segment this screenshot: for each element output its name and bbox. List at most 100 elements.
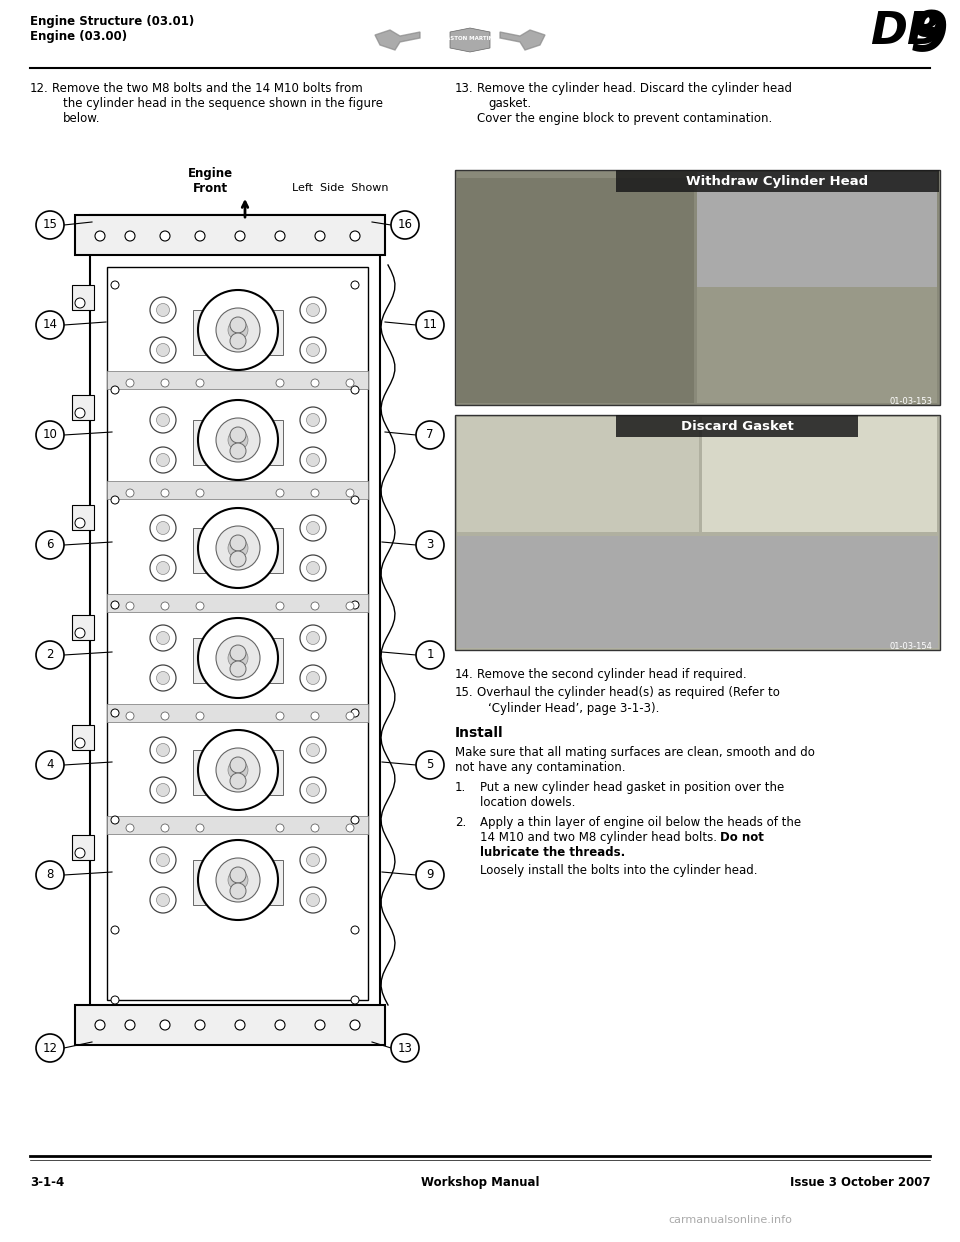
- Circle shape: [156, 631, 170, 645]
- Circle shape: [111, 281, 119, 289]
- Circle shape: [156, 853, 170, 867]
- Text: Overhaul the cylinder head(s) as required (Refer to: Overhaul the cylinder head(s) as require…: [477, 686, 780, 699]
- Text: 3: 3: [426, 539, 434, 551]
- Circle shape: [230, 883, 246, 899]
- Circle shape: [126, 823, 134, 832]
- Circle shape: [300, 625, 326, 651]
- Circle shape: [230, 535, 246, 551]
- Bar: [75, 1005, 385, 1045]
- Bar: [72, 835, 94, 859]
- Text: 5: 5: [426, 759, 434, 771]
- Circle shape: [228, 430, 248, 450]
- Circle shape: [198, 840, 278, 920]
- Circle shape: [306, 522, 320, 534]
- Text: 1: 1: [426, 648, 434, 662]
- Text: 15: 15: [42, 219, 58, 231]
- Circle shape: [95, 1020, 105, 1030]
- Circle shape: [300, 737, 326, 763]
- Circle shape: [228, 760, 248, 780]
- Circle shape: [315, 1020, 325, 1030]
- Circle shape: [276, 823, 284, 832]
- Circle shape: [156, 453, 170, 467]
- Circle shape: [230, 317, 246, 333]
- Circle shape: [156, 672, 170, 684]
- Circle shape: [216, 858, 260, 902]
- Circle shape: [230, 661, 246, 677]
- Circle shape: [315, 231, 325, 241]
- Circle shape: [306, 744, 320, 756]
- Circle shape: [416, 641, 444, 669]
- Circle shape: [150, 664, 176, 691]
- Bar: [193, 420, 283, 465]
- Circle shape: [150, 887, 176, 913]
- Text: Discard Gasket: Discard Gasket: [681, 420, 793, 432]
- Circle shape: [216, 748, 260, 792]
- Circle shape: [150, 297, 176, 323]
- Circle shape: [416, 310, 444, 339]
- Circle shape: [300, 515, 326, 542]
- Circle shape: [75, 738, 85, 748]
- Circle shape: [75, 298, 85, 308]
- Circle shape: [346, 379, 354, 388]
- Bar: [193, 638, 283, 683]
- Text: 01-03-154: 01-03-154: [889, 642, 932, 651]
- Circle shape: [230, 333, 246, 349]
- Circle shape: [150, 515, 176, 542]
- Text: Engine Structure (03.01): Engine Structure (03.01): [30, 15, 194, 29]
- Text: 16: 16: [397, 219, 413, 231]
- Circle shape: [351, 927, 359, 934]
- Bar: [193, 310, 283, 355]
- Circle shape: [125, 1020, 135, 1030]
- Circle shape: [228, 538, 248, 558]
- Circle shape: [95, 231, 105, 241]
- Circle shape: [196, 489, 204, 497]
- Text: Left  Side  Shown: Left Side Shown: [292, 183, 388, 193]
- Text: 14: 14: [42, 318, 58, 332]
- Text: Make sure that all mating surfaces are clean, smooth and do: Make sure that all mating surfaces are c…: [455, 746, 815, 759]
- Text: Remove the cylinder head. Discard the cylinder head: Remove the cylinder head. Discard the cy…: [477, 82, 792, 94]
- Text: ‘Cylinder Head’, page 3-1-3).: ‘Cylinder Head’, page 3-1-3).: [488, 702, 660, 715]
- Bar: [457, 537, 938, 648]
- Circle shape: [306, 344, 320, 356]
- Circle shape: [156, 561, 170, 575]
- Circle shape: [156, 893, 170, 907]
- Text: Put a new cylinder head gasket in position over the: Put a new cylinder head gasket in positi…: [480, 781, 784, 794]
- Circle shape: [75, 518, 85, 528]
- Circle shape: [300, 847, 326, 873]
- Circle shape: [230, 427, 246, 443]
- Bar: [457, 178, 694, 402]
- Circle shape: [150, 847, 176, 873]
- Text: 9: 9: [910, 7, 948, 62]
- Bar: [75, 215, 385, 255]
- Circle shape: [156, 414, 170, 426]
- Circle shape: [306, 303, 320, 317]
- Circle shape: [351, 496, 359, 504]
- Polygon shape: [375, 30, 420, 50]
- Text: Remove the second cylinder head if required.: Remove the second cylinder head if requi…: [477, 668, 747, 681]
- Bar: [107, 816, 368, 833]
- Text: carmanualsonline.info: carmanualsonline.info: [668, 1215, 792, 1225]
- Circle shape: [111, 601, 119, 609]
- Text: 2.: 2.: [455, 816, 467, 828]
- Text: Cover the engine block to prevent contamination.: Cover the engine block to prevent contam…: [477, 112, 772, 125]
- Bar: [107, 371, 368, 389]
- Circle shape: [125, 231, 135, 241]
- Circle shape: [36, 421, 64, 450]
- Text: 15.: 15.: [455, 686, 473, 699]
- Circle shape: [36, 1035, 64, 1062]
- Text: 01-03-153: 01-03-153: [889, 397, 932, 406]
- Bar: [107, 481, 368, 499]
- Text: Do not: Do not: [720, 831, 764, 845]
- Circle shape: [195, 231, 205, 241]
- Text: 3-1-4: 3-1-4: [30, 1176, 64, 1189]
- Circle shape: [126, 712, 134, 720]
- Bar: [72, 725, 94, 750]
- Text: the cylinder head in the sequence shown in the figure: the cylinder head in the sequence shown …: [63, 97, 383, 111]
- Text: lubricate the threads.: lubricate the threads.: [480, 846, 625, 859]
- Text: 7: 7: [426, 428, 434, 441]
- Circle shape: [306, 631, 320, 645]
- Circle shape: [75, 628, 85, 638]
- Bar: [616, 170, 939, 193]
- Circle shape: [36, 861, 64, 889]
- Bar: [72, 284, 94, 310]
